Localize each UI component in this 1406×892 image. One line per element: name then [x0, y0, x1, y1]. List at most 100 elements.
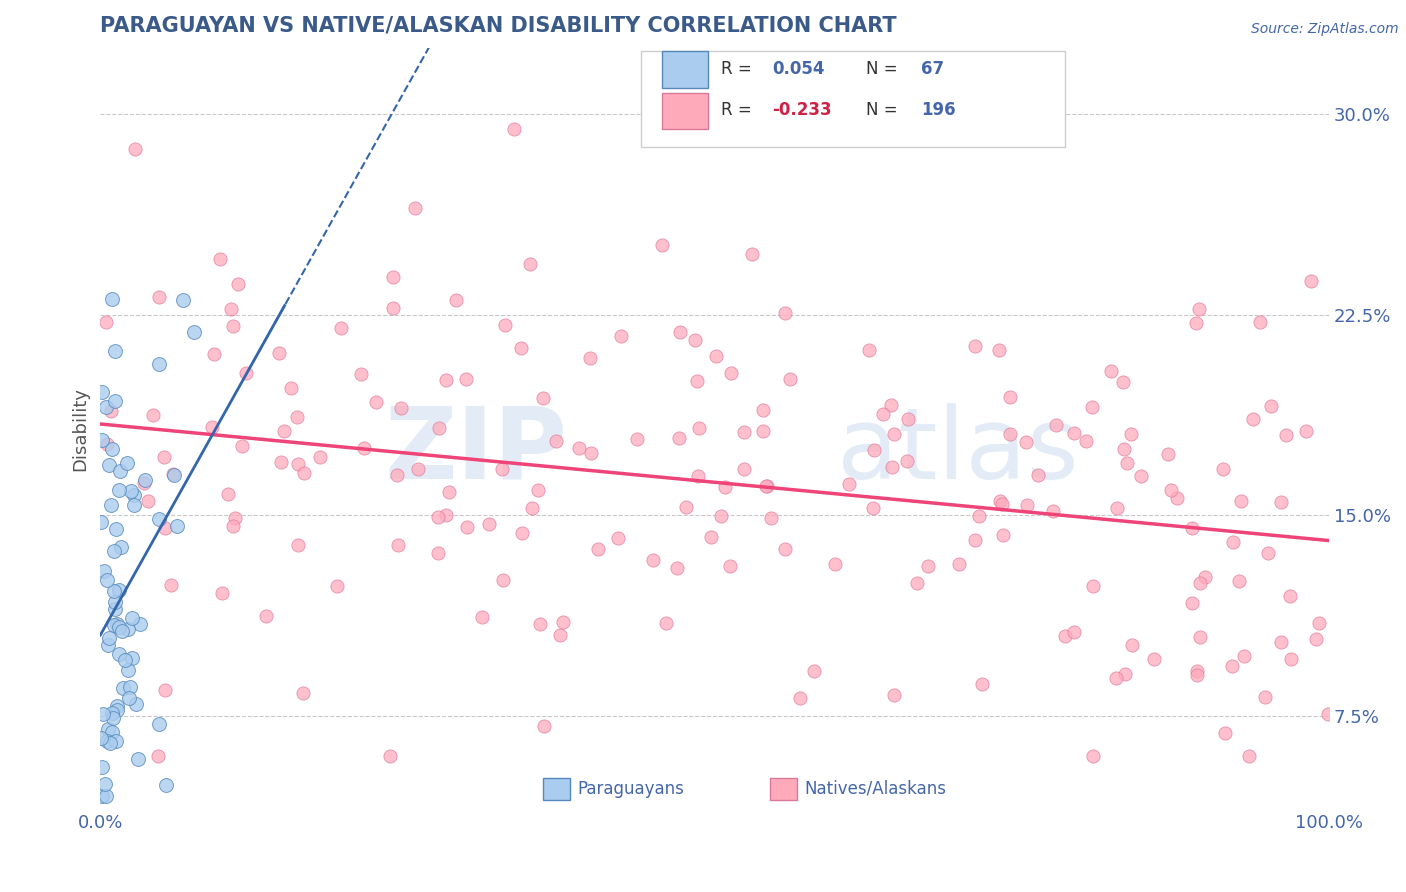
Point: [1015, 498, 1038, 512]
Point: [1233, 648, 1256, 663]
Point: [1026, 467, 1049, 482]
Point: [121, 610, 143, 624]
Point: [93, 564, 115, 578]
Point: [610, 329, 633, 343]
Point: [132, 476, 155, 491]
Point: [533, 719, 555, 733]
Point: [456, 372, 478, 386]
Point: [755, 479, 778, 493]
Point: [231, 439, 253, 453]
Point: [153, 683, 176, 698]
Point: [292, 466, 315, 480]
Point: [1213, 725, 1236, 739]
Text: 67: 67: [921, 60, 943, 78]
Point: [148, 290, 170, 304]
Point: [897, 412, 920, 426]
Point: [1119, 427, 1142, 442]
Point: [201, 420, 224, 434]
Point: [700, 530, 723, 544]
Point: [494, 318, 516, 332]
Point: [124, 142, 146, 156]
Y-axis label: Disability: Disability: [72, 386, 89, 471]
Point: [1042, 504, 1064, 518]
Point: [948, 557, 970, 571]
Point: [153, 521, 176, 535]
Point: [568, 441, 591, 455]
Point: [118, 680, 141, 694]
Point: [270, 455, 292, 469]
Text: N =: N =: [866, 101, 897, 120]
Point: [606, 532, 628, 546]
Point: [364, 394, 387, 409]
Point: [456, 520, 478, 534]
Point: [120, 484, 142, 499]
Point: [114, 652, 136, 666]
Point: [94, 400, 117, 414]
Point: [121, 650, 143, 665]
Point: [1080, 400, 1102, 414]
Point: [329, 321, 352, 335]
Point: [350, 367, 373, 381]
Point: [718, 558, 741, 573]
Point: [1230, 494, 1253, 508]
Point: [387, 467, 409, 482]
Point: [101, 725, 124, 739]
Point: [510, 341, 533, 355]
Point: [1227, 574, 1250, 588]
Point: [269, 346, 291, 360]
Point: [579, 446, 602, 460]
Point: [108, 582, 131, 597]
Text: ZIP: ZIP: [384, 403, 567, 500]
Text: R =: R =: [721, 60, 751, 78]
Point: [100, 706, 122, 720]
Point: [100, 498, 122, 512]
Point: [96, 573, 118, 587]
Point: [991, 528, 1014, 542]
FancyBboxPatch shape: [770, 778, 797, 800]
Point: [353, 441, 375, 455]
Point: [1254, 690, 1277, 705]
Point: [1063, 624, 1085, 639]
Text: atlas: atlas: [838, 403, 1078, 500]
Point: [1115, 457, 1137, 471]
Point: [1274, 427, 1296, 442]
Point: [146, 749, 169, 764]
Point: [1181, 521, 1204, 535]
Point: [998, 390, 1021, 404]
Point: [209, 252, 232, 266]
Point: [1129, 468, 1152, 483]
Point: [668, 431, 690, 445]
Point: [97, 638, 120, 652]
Point: [1166, 491, 1188, 505]
Point: [519, 257, 541, 271]
Point: [378, 749, 401, 764]
Point: [153, 450, 176, 464]
Point: [789, 691, 811, 706]
Point: [129, 617, 152, 632]
Point: [427, 421, 450, 435]
Point: [862, 501, 884, 516]
Point: [655, 615, 678, 630]
Point: [987, 343, 1010, 357]
Point: [779, 372, 801, 386]
Point: [1249, 315, 1271, 329]
Point: [527, 483, 550, 497]
Point: [641, 552, 664, 566]
Point: [548, 627, 571, 641]
Point: [967, 509, 990, 524]
Point: [219, 301, 242, 316]
Point: [91, 384, 114, 399]
Point: [325, 579, 347, 593]
Point: [733, 425, 755, 439]
Point: [90, 731, 112, 746]
Point: [1160, 483, 1182, 497]
Text: 196: 196: [921, 101, 956, 120]
Point: [733, 462, 755, 476]
Point: [91, 706, 114, 721]
Point: [579, 351, 602, 366]
Point: [1222, 535, 1244, 549]
Point: [110, 540, 132, 554]
Point: [103, 711, 125, 725]
Point: [254, 608, 277, 623]
Point: [761, 510, 783, 524]
